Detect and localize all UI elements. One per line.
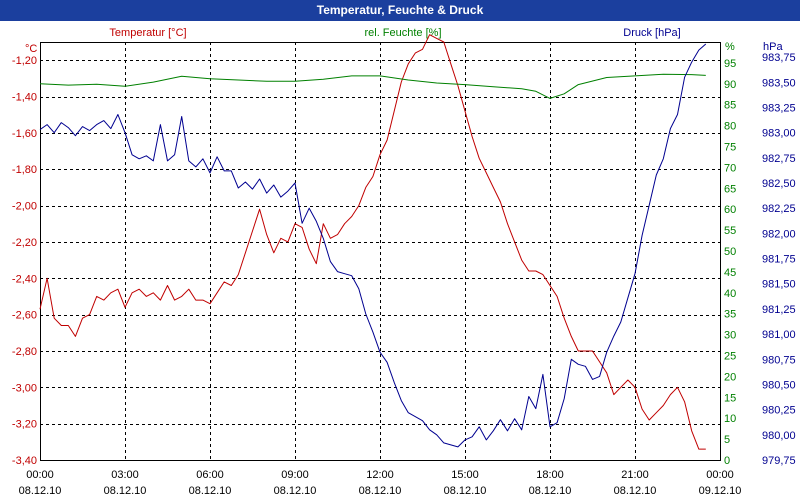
humidity-tick-label: 45 (724, 267, 736, 279)
humidity-tick-label: 65 (724, 183, 736, 195)
x-tick-time: 09:00 (281, 469, 309, 481)
x-tick-date: 08.12.10 (189, 485, 232, 497)
x-tick-date: 08.12.10 (529, 485, 572, 497)
x-tick-date: 08.12.10 (614, 485, 657, 497)
x-tick-time: 18:00 (536, 469, 564, 481)
pressure-tick-label: 983,25 (762, 102, 796, 114)
humidity-tick-label: 90 (724, 79, 736, 91)
pressure-tick-label: 980,00 (762, 430, 796, 442)
temperature-tick-label: -1,60 (12, 128, 37, 140)
x-tick-date: 08.12.10 (19, 485, 62, 497)
humidity-tick-label: 40 (724, 288, 736, 300)
pressure-tick-label: 983,75 (762, 52, 796, 64)
temperature-unit-label: °C (25, 43, 37, 55)
pressure-series-line (39, 43, 707, 448)
x-tick-date: 08.12.10 (444, 485, 487, 497)
pressure-tick-label: 980,75 (762, 354, 796, 366)
humidity-tick-label: 70 (724, 162, 736, 174)
humidity-tick-label: 35 (724, 309, 736, 321)
pressure-tick-label: 982,75 (762, 153, 796, 165)
pressure-tick-label: 981,75 (762, 254, 796, 266)
humidity-tick-label: 25 (724, 351, 736, 363)
pressure-unit-label: hPa (763, 41, 783, 53)
humidity-tick-label: 75 (724, 142, 736, 154)
temperature-tick-label: -2,40 (12, 273, 37, 285)
humidity-unit-label: % (725, 41, 735, 53)
humidity-tick-label: 55 (724, 225, 736, 237)
axis-titles: °C Temperatur [°C] rel. Feuchte [%] Druc… (25, 27, 783, 55)
temperature-tick-label: -1,80 (12, 164, 37, 176)
temperature-tick-label: -2,60 (12, 310, 37, 322)
pressure-tick-label: 980,25 (762, 405, 796, 417)
pressure-tick-label: 983,50 (762, 77, 796, 89)
temperature-series-line (39, 34, 706, 450)
humidity-tick-label: 10 (724, 413, 736, 425)
window-title: Temperatur, Feuchte & Druck (0, 0, 800, 21)
humidity-tick-label: 95 (724, 58, 736, 70)
temperature-tick-label: -1,20 (12, 55, 37, 67)
humidity-tick-label: 50 (724, 246, 736, 258)
chart-area: °C Temperatur [°C] rel. Feuchte [%] Druc… (12, 27, 796, 497)
x-tick-time: 06:00 (196, 469, 224, 481)
humidity-tick-label: 60 (724, 204, 736, 216)
pressure-tick-label: 982,50 (762, 178, 796, 190)
temperature-tick-label: -3,00 (12, 382, 37, 394)
temperature-tick-label: -3,20 (12, 419, 37, 431)
pressure-tick-label: 981,50 (762, 279, 796, 291)
x-tick-date: 08.12.10 (104, 485, 147, 497)
x-tick-time: 00:00 (706, 469, 734, 481)
pressure-tick-label: 980,50 (762, 379, 796, 391)
pressure-tick-label: 982,25 (762, 203, 796, 215)
humidity-tick-label: 30 (724, 330, 736, 342)
x-tick-time: 00:00 (26, 469, 54, 481)
temperature-tick-label: -2,20 (12, 237, 37, 249)
pressure-tick-label: 979,75 (762, 455, 796, 467)
x-tick-date: 09.12.10 (699, 485, 742, 497)
temperature-axis-title: Temperatur [°C] (109, 27, 186, 39)
tick-labels: -1,20 -1,40 -1,60 -1,80 -2,00 -2,20 -2,40 -2,60… (12, 52, 796, 497)
humidity-tick-label: 0 (724, 455, 730, 467)
x-tick-time: 03:00 (111, 469, 139, 481)
temperature-tick-label: -2,80 (12, 346, 37, 358)
humidity-axis-title: rel. Feuchte [%] (364, 27, 441, 39)
pressure-tick-label: 981,00 (762, 329, 796, 341)
pressure-axis-title: Druck [hPa] (623, 27, 680, 39)
pressure-tick-label: 982,00 (762, 228, 796, 240)
humidity-tick-label: 80 (724, 121, 736, 133)
x-tick-time: 21:00 (621, 469, 649, 481)
plot-border (40, 42, 721, 461)
temperature-tick-label: -3,40 (12, 455, 37, 467)
humidity-series-line (39, 73, 706, 99)
pressure-tick-label: 983,00 (762, 128, 796, 140)
x-tick-time: 12:00 (366, 469, 394, 481)
x-tick-date: 08.12.10 (274, 485, 317, 497)
x-tick-date: 08.12.10 (359, 485, 402, 497)
humidity-tick-label: 20 (724, 371, 736, 383)
humidity-tick-label: 5 (724, 434, 730, 446)
pressure-tick-label: 981,25 (762, 304, 796, 316)
plot-frame (40, 42, 721, 461)
temperature-tick-label: -1,40 (12, 92, 37, 104)
humidity-tick-label: 85 (724, 100, 736, 112)
grid (40, 42, 720, 461)
x-tick-time: 15:00 (451, 469, 479, 481)
temperature-tick-label: -2,00 (12, 201, 37, 213)
series-lines (39, 34, 707, 450)
humidity-tick-label: 15 (724, 392, 736, 404)
